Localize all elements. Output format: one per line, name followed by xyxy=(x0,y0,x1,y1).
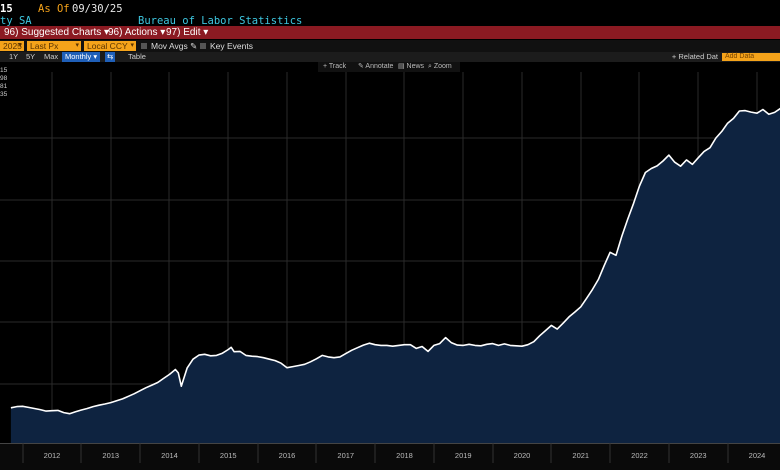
x-tick-label: 2019 xyxy=(455,451,472,460)
legend-value: 35 xyxy=(0,91,8,98)
price-field[interactable]: Last Px xyxy=(27,41,81,51)
x-tick-label: 2021 xyxy=(572,451,589,460)
period-1y[interactable]: 1Y xyxy=(9,52,19,61)
pencil-icon: ✎ xyxy=(190,41,198,51)
track-tool[interactable]: + Track xyxy=(323,63,347,70)
x-tick-label: 2017 xyxy=(337,451,354,460)
period-5y[interactable]: 5Y xyxy=(26,52,36,61)
as-of-date[interactable]: 09/30/25 xyxy=(72,3,123,15)
news-tool[interactable]: ▤ News xyxy=(398,63,425,70)
currency-field[interactable]: Local CCY xyxy=(84,41,136,51)
checkbox-icon xyxy=(141,43,147,49)
frequency-select[interactable]: Monthly ▾ xyxy=(62,52,101,62)
x-tick-label: 2016 xyxy=(279,451,296,460)
annotate-tool[interactable]: ✎ Annotate xyxy=(358,63,394,70)
x-tick-label: 2014 xyxy=(161,451,178,460)
x-tick-label: 2018 xyxy=(396,451,413,460)
suggested-charts-menu[interactable]: 96) Suggested Charts ▾ xyxy=(4,27,110,38)
header-bar: 15 As Of 09/30/25 ty SA Bureau of Labor … xyxy=(0,0,780,27)
x-axis-band xyxy=(0,443,780,470)
date-field[interactable]: 2025 xyxy=(0,41,24,51)
table-button[interactable]: Table xyxy=(128,52,146,61)
period-max[interactable]: Max xyxy=(44,52,59,61)
fields-toolbar: 2025 Last Px Local CCY Mov Avgs ✎ Key Ev… xyxy=(0,40,780,52)
x-tick-label: 2013 xyxy=(102,451,119,460)
x-tick-label: 2024 xyxy=(749,451,766,460)
add-data-field[interactable]: Add Data xyxy=(722,53,780,61)
security-subtitle: ty SA xyxy=(0,15,32,27)
checkbox-icon xyxy=(200,43,206,49)
legend-value: 81 xyxy=(0,83,8,90)
ticker-fragment: 15 xyxy=(0,3,13,15)
period-toolbar: 1Y 5Y Max Monthly ▾ ⇆ Table + Related Da… xyxy=(0,52,780,62)
source-label: Bureau of Labor Statistics xyxy=(138,15,303,27)
x-tick-label: 2022 xyxy=(631,451,648,460)
zoom-tool[interactable]: ⌕ Zoom xyxy=(428,63,452,70)
x-tick-label: 2023 xyxy=(690,451,707,460)
series-area xyxy=(10,108,780,443)
mov-avgs-toggle[interactable]: Mov Avgs ✎ xyxy=(141,40,197,52)
chart-toggle-icon[interactable]: ⇆ xyxy=(105,52,116,62)
legend-value: 98 xyxy=(0,75,8,82)
edit-menu[interactable]: 97) Edit ▾ xyxy=(166,27,209,38)
series-line[interactable] xyxy=(10,96,780,415)
chart-tools-bar xyxy=(318,62,460,72)
key-events-toggle[interactable]: Key Events xyxy=(200,40,253,52)
related-data-button[interactable]: + Related Dat xyxy=(671,52,718,61)
as-of-label: As Of xyxy=(38,3,70,15)
actions-menu[interactable]: 96) Actions ▾ xyxy=(108,27,166,38)
x-tick-label: 2015 xyxy=(220,451,237,460)
legend-value: 15 xyxy=(0,67,8,74)
menu-bar: 96) Suggested Charts ▾ 96) Actions ▾ 97)… xyxy=(0,26,780,39)
x-tick-label: 2020 xyxy=(514,451,531,460)
x-tick-label: 2012 xyxy=(44,451,61,460)
